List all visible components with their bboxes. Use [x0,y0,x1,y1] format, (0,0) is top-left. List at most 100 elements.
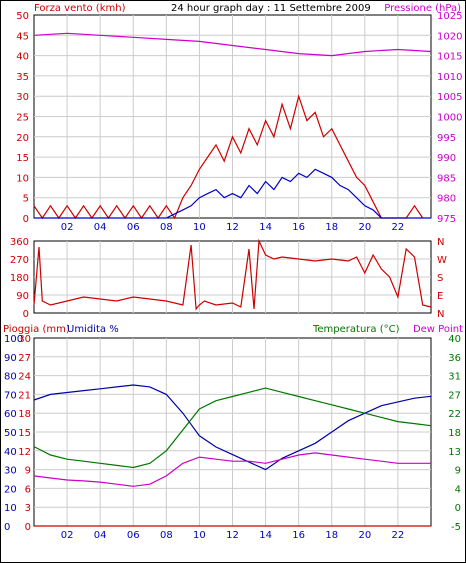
rain-axis-label: Pioggia (mm) [3,324,70,335]
dewpoint-axis-label: Dew Point [413,324,463,335]
data-series [33,32,432,527]
pressure-y-tick-label: 1025 [437,11,462,22]
temperature-y-tick-label: 4 [455,484,461,495]
wind-x-tick-label: 18 [325,222,338,233]
direction-y-tick-label: 360 [10,237,29,248]
pressure-series-line [33,32,432,57]
humidity-y-tick-label: 10 [4,503,17,514]
wind-y-tick-label: 20 [16,133,29,144]
rain-y-tick-label: 24 [18,372,31,383]
pressure-y-tick-label: 975 [437,214,456,225]
rain-y-tick-label: 18 [18,409,31,420]
wind-x-tick-label: 04 [94,222,107,233]
wind-x-tick-label: 16 [292,222,305,233]
temperature-y-tick-label: 18 [448,428,461,439]
graph-title: 24 hour graph day : 11 Settembre 2009 [171,3,371,14]
rain-y-tick-label: 12 [18,447,31,458]
pressure-axis-label: Pressione (hPa) [384,3,461,14]
pressure-y-tick-label: 1020 [437,31,462,42]
rain-y-tick-label: 9 [25,466,31,477]
direction-compass-tick-label: N [437,309,444,320]
direction-y-tick-label: 90 [16,291,29,302]
pressure-y-tick-label: 995 [437,133,456,144]
direction-series-line [33,238,432,311]
direction-y-tick-label: 0 [23,309,29,320]
direction-compass-tick-label: W [437,255,447,266]
pressure-y-tick-label: 1015 [437,52,462,63]
weather-x-tick-label: 08 [160,530,173,541]
temperature-series-line [33,387,432,469]
weather-x-tick-label: 14 [259,530,272,541]
rain-y-tick-label: 6 [25,484,31,495]
rain-y-tick-label: 21 [18,390,31,401]
temperature-y-tick-label: 0 [455,503,461,514]
wind-x-tick-label: 22 [392,222,405,233]
wind-y-tick-label: 40 [16,52,29,63]
weather-x-tick-label: 12 [226,530,239,541]
pressure-y-tick-label: 990 [437,153,456,164]
wind-series-line [33,94,424,220]
pressure-y-tick-label: 1000 [437,113,462,124]
weather-x-tick-label: 16 [292,530,305,541]
wind-x-tick-label: 20 [358,222,371,233]
humidity-axis-label: Umidita % [67,324,119,335]
weather-x-tick-label: 22 [392,530,405,541]
weather-x-tick-label: 20 [358,530,371,541]
temperature-y-tick-label: 13 [448,447,461,458]
direction-compass-tick-label: N [437,237,444,248]
pressure-y-tick-label: 1010 [437,72,462,83]
rain-y-tick-label: 27 [18,353,31,364]
weather-x-tick-label: 06 [127,530,140,541]
temperature-y-tick-label: 31 [448,372,461,383]
wind-y-tick-label: 5 [23,194,29,205]
wind-x-tick-label: 02 [61,222,74,233]
direction-y-tick-label: 180 [10,273,29,284]
rain-y-tick-label: 3 [25,503,31,514]
wind-y-tick-label: 15 [16,153,29,164]
pressure-y-tick-label: 985 [437,173,456,184]
dewpoint-series-line [33,452,431,487]
rain-y-tick-label: 30 [18,334,31,345]
wind-y-tick-label: 30 [16,92,29,103]
humidity-y-tick-label: 30 [4,466,17,477]
temperature-y-tick-label: 36 [448,353,461,364]
pressure-y-tick-label: 1005 [437,92,462,103]
wind-x-tick-label: 06 [127,222,140,233]
pressure-y-tick-label: 980 [437,194,456,205]
wind-x-tick-label: 08 [160,222,173,233]
wind-y-tick-label: 45 [16,31,29,42]
wind-y-tick-label: 10 [16,173,29,184]
temperature-y-tick-label: 9 [455,466,461,477]
temperature-y-tick-label: 40 [448,334,461,345]
humidity-y-tick-label: 80 [4,372,17,383]
direction-compass-tick-label: S [437,273,443,284]
rain-y-tick-label: 0 [25,522,31,533]
temperature-y-tick-label: 27 [448,390,461,401]
wind-y-tick-label: 25 [16,113,29,124]
wind-y-tick-label: 0 [23,214,29,225]
direction-y-tick-label: 270 [10,255,29,266]
tick-labels: 02 04 06 08 10 12 14 16 18 20 22051015202530354045… [4,11,462,541]
grid-lines [34,15,431,526]
wind-y-tick-label: 50 [16,11,29,22]
humidity-y-tick-label: 40 [4,447,17,458]
weather-x-tick-label: 10 [193,530,206,541]
wind-x-tick-label: 12 [226,222,239,233]
humidity-y-tick-label: 70 [4,390,17,401]
wind-y-tick-label: 35 [16,72,29,83]
temperature-axis-label: Temperatura (°C) [312,324,400,335]
humidity-y-tick-label: 100 [4,334,23,345]
rain-y-tick-label: 15 [18,428,31,439]
weather-x-tick-label: 04 [94,530,107,541]
direction-compass-tick-label: E [437,291,443,302]
wind-x-tick-label: 14 [259,222,272,233]
humidity-y-tick-label: 90 [4,353,17,364]
humidity-y-tick-label: 60 [4,409,17,420]
humidity-y-tick-label: 20 [4,484,17,495]
wind-axis-label: Forza vento (kmh) [34,3,126,14]
temperature-y-tick-label: 22 [448,409,461,420]
gust-series-line [34,168,431,219]
weather-x-tick-label: 02 [61,530,74,541]
